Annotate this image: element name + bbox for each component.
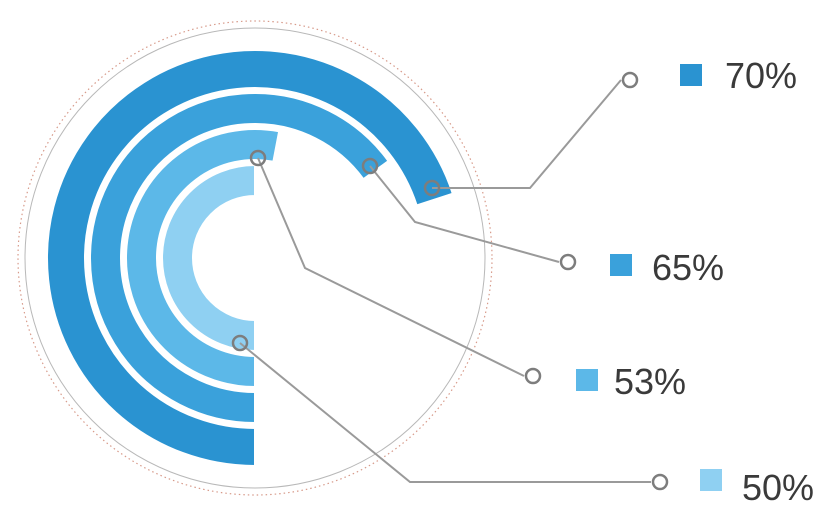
leader-line-2 bbox=[369, 165, 560, 263]
leader-start-dot-2 bbox=[361, 157, 379, 175]
leader-end-dot-2 bbox=[559, 253, 577, 271]
outer-thin-ring bbox=[24, 27, 486, 489]
leader-end-dot-1 bbox=[621, 71, 639, 89]
radial-bar-2 bbox=[89, 92, 390, 425]
radial-bar-1 bbox=[46, 49, 455, 468]
value-label-4: 50% bbox=[742, 467, 814, 508]
legend-swatch-4 bbox=[700, 469, 722, 491]
leader-end-dot-3 bbox=[524, 367, 542, 385]
leader-end-dot-4 bbox=[651, 473, 669, 491]
value-label-2: 65% bbox=[652, 247, 724, 288]
radial-bar-3 bbox=[125, 128, 281, 389]
leader-start-dot-3 bbox=[249, 149, 267, 167]
leader-start-dot-1 bbox=[423, 179, 441, 197]
leader-line-4 bbox=[239, 342, 651, 483]
outer-dotted-ring bbox=[17, 20, 493, 496]
legend-swatch-1 bbox=[680, 64, 702, 86]
leader-line-3 bbox=[257, 157, 525, 377]
legend-swatch-3 bbox=[576, 369, 598, 391]
radial-bar-4 bbox=[161, 163, 256, 353]
value-label-3: 53% bbox=[614, 361, 686, 402]
legend-swatch-2 bbox=[610, 254, 632, 276]
leader-line-1 bbox=[432, 79, 622, 189]
leader-start-dot-4 bbox=[231, 334, 249, 352]
value-label-1: 70% bbox=[725, 55, 797, 96]
